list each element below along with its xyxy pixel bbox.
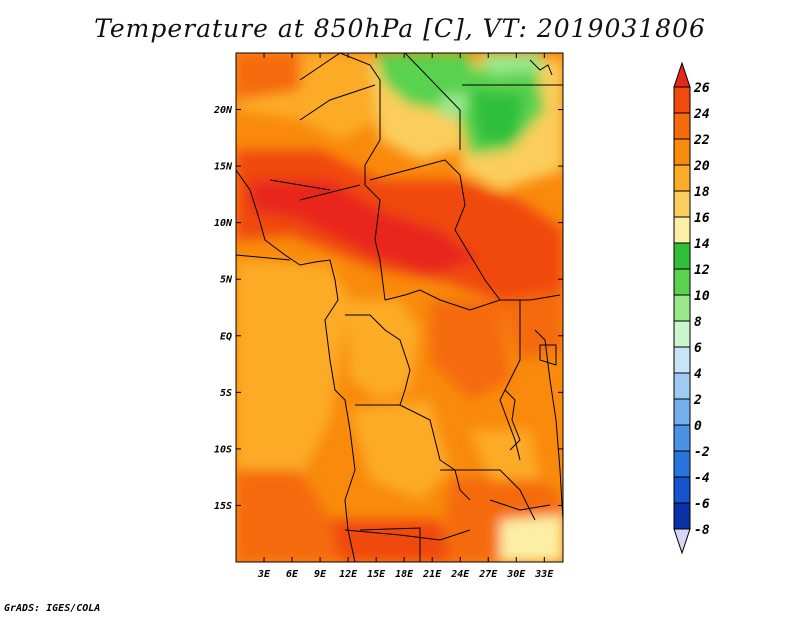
lat-tick-label: 5S: [220, 388, 232, 399]
map-frame: [235, 52, 564, 563]
colorbar-top-arrow: [673, 61, 691, 88]
colorbar-box: [673, 372, 691, 400]
colorbar-box: [673, 502, 691, 530]
colorbar-box: [673, 86, 691, 114]
colorbar-box: [673, 398, 691, 426]
colorbar-label: 14: [694, 237, 710, 252]
lon-tick-label: 12E: [339, 569, 358, 580]
lat-tick-label: 15N: [214, 162, 233, 173]
colorbar-label: 8: [694, 315, 702, 330]
lat-tick-label: EQ: [220, 331, 232, 342]
lon-tick-label: 6E: [286, 569, 299, 580]
colorbar-label: 0: [694, 419, 702, 434]
colorbar-label: 6: [694, 341, 702, 356]
colorbar-box: [673, 424, 691, 452]
lon-tick-label: 3E: [257, 569, 271, 580]
colorbar-box: [673, 294, 691, 322]
lon-tick-label: 18E: [395, 569, 414, 580]
lon-tick-label: 9E: [314, 569, 327, 580]
colorbar-label: 26: [693, 81, 710, 96]
colorbar-label: 24: [693, 107, 710, 122]
temperature-field: [236, 53, 563, 562]
colorbar-label: -6: [694, 497, 710, 512]
colorbar-box: [673, 346, 691, 374]
colorbar-box: [673, 190, 691, 218]
lon-tick-label: 33E: [534, 569, 554, 580]
colorbar-label: 2: [693, 393, 702, 408]
lon-tick-label: 24E: [450, 569, 470, 580]
boundaries: [236, 53, 563, 562]
colorbar-label: -2: [694, 445, 710, 460]
lat-tick-label: 10S: [214, 444, 232, 455]
colorbar-label: 12: [694, 263, 710, 278]
colorbar-label: -8: [694, 523, 710, 538]
grads-credit: GrADS: IGES/COLA: [4, 603, 101, 614]
colorbar-label: 20: [693, 159, 710, 174]
lon-tick-label: 21E: [422, 569, 442, 580]
lon-tick-label: 15E: [367, 569, 386, 580]
colorbar-label: 16: [694, 211, 710, 226]
colorbar-label: 22: [693, 133, 710, 148]
lat-tick-label: 5N: [220, 275, 233, 286]
colorbar-label: 18: [694, 185, 710, 200]
colorbar-box: [673, 476, 691, 504]
colorbar-box: [673, 268, 691, 296]
longitude-axis: 3E 6E 9E 12E 15E 18E 21E 24E 27E 30E 33E: [257, 53, 554, 580]
latitude-axis: 20N 15N 10N 5N EQ 5S 10S 15S: [213, 105, 563, 512]
colorbar-box: [673, 164, 691, 192]
lon-tick-label: 30E: [506, 569, 526, 580]
colorbar-label: -4: [694, 471, 710, 486]
map-title: Temperature at 850hPa [C], VT: 201903180…: [94, 14, 706, 43]
colorbar-label: 10: [694, 289, 710, 304]
colorbar-bottom-arrow: [673, 528, 691, 555]
colorbar-box: [673, 112, 691, 140]
colorbar-box: [673, 242, 691, 270]
colorbar-box: [673, 138, 691, 166]
lat-tick-label: 15S: [214, 501, 232, 512]
colorbar-label: 4: [694, 367, 702, 382]
colorbar-box: [673, 216, 691, 244]
lat-tick-label: 10N: [214, 218, 233, 229]
lat-tick-label: 20N: [213, 105, 233, 116]
colorbar-box: [673, 450, 691, 478]
colorbar-box: [673, 320, 691, 348]
lon-tick-label: 27E: [478, 569, 498, 580]
